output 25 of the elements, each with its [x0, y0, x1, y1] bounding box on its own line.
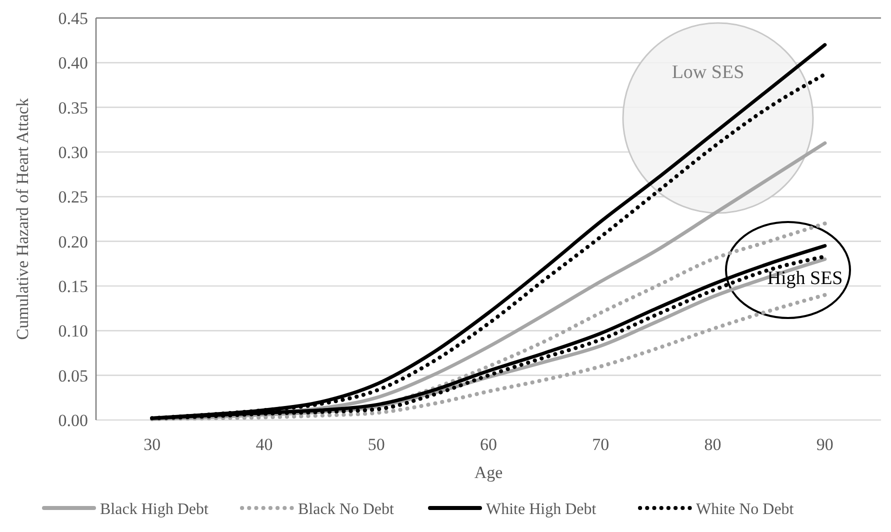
y-tick-label: 0.10: [58, 322, 88, 341]
y-tick-label: 0.25: [58, 188, 88, 207]
y-tick-label: 0.20: [58, 232, 88, 252]
x-tick-label: 70: [592, 435, 610, 454]
legend-label: White High Debt: [486, 501, 597, 518]
y-tick-label: 0.40: [58, 54, 88, 73]
x-axis-title: Age: [474, 463, 503, 482]
x-tick-label: 80: [704, 435, 722, 454]
annotation: High SES: [767, 268, 843, 289]
y-tick-label: 0.00: [58, 410, 88, 430]
y-tick-label: 0.45: [58, 8, 88, 28]
y-tick-label: 0.35: [58, 98, 88, 118]
x-tick-label: 30: [144, 435, 161, 454]
x-tick-label: 40: [256, 435, 273, 454]
legend-label: White No Debt: [696, 501, 794, 518]
y-axis-title: Cumulative Hazard of Heart Attack: [13, 98, 32, 340]
x-tick-label: 50: [368, 435, 385, 454]
legend-label: Black High Debt: [100, 501, 209, 518]
annotation: Low SES: [672, 62, 744, 83]
y-tick-label: 0.30: [58, 142, 88, 162]
y-tick-label: 0.15: [58, 276, 88, 296]
legend-label: Black No Debt: [298, 501, 395, 518]
x-tick-label: 90: [816, 435, 834, 454]
x-tick-label: 60: [480, 435, 497, 454]
y-tick-label: 0.05: [58, 366, 88, 386]
